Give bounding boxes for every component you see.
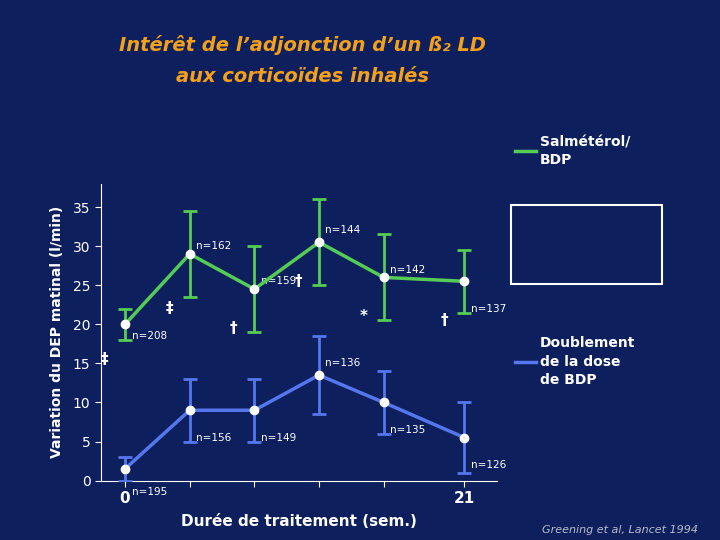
X-axis label: Durée de traitement (sem.): Durée de traitement (sem.) <box>181 514 417 529</box>
Text: n=159: n=159 <box>261 276 296 286</box>
Text: aux corticoïdes inhalés: aux corticoïdes inhalés <box>176 68 429 86</box>
Text: * p<0,05
† p<0,01
‡ p<0,001: * p<0,05 † p<0,01 ‡ p<0,001 <box>522 213 587 266</box>
Text: n=135: n=135 <box>390 425 426 435</box>
Text: †: † <box>294 274 302 289</box>
Text: n=126: n=126 <box>471 460 506 470</box>
Text: Greening et al, Lancet 1994: Greening et al, Lancet 1994 <box>542 524 698 535</box>
Text: n=156: n=156 <box>196 433 231 443</box>
Text: Salmétérol/
BDP: Salmétérol/ BDP <box>540 135 631 167</box>
Text: n=137: n=137 <box>471 303 506 314</box>
Text: n=195: n=195 <box>132 487 167 497</box>
Text: Doublement
de la dose
de BDP: Doublement de la dose de BDP <box>540 336 635 387</box>
Text: n=162: n=162 <box>196 241 231 251</box>
Text: Intérêt de l’adjonction d’un ß₂ LD: Intérêt de l’adjonction d’un ß₂ LD <box>119 35 486 55</box>
Text: †: † <box>230 321 238 336</box>
Text: n=149: n=149 <box>261 433 296 443</box>
Text: ‡: ‡ <box>166 301 173 316</box>
Text: *: * <box>359 309 367 324</box>
Text: n=144: n=144 <box>325 226 361 235</box>
Text: n=136: n=136 <box>325 359 361 368</box>
Text: ‡: ‡ <box>101 352 109 367</box>
Text: n=208: n=208 <box>132 331 166 341</box>
Text: n=142: n=142 <box>390 265 426 274</box>
Text: †: † <box>440 313 448 328</box>
Y-axis label: Variation du DEP matinal (l/min): Variation du DEP matinal (l/min) <box>50 206 64 458</box>
